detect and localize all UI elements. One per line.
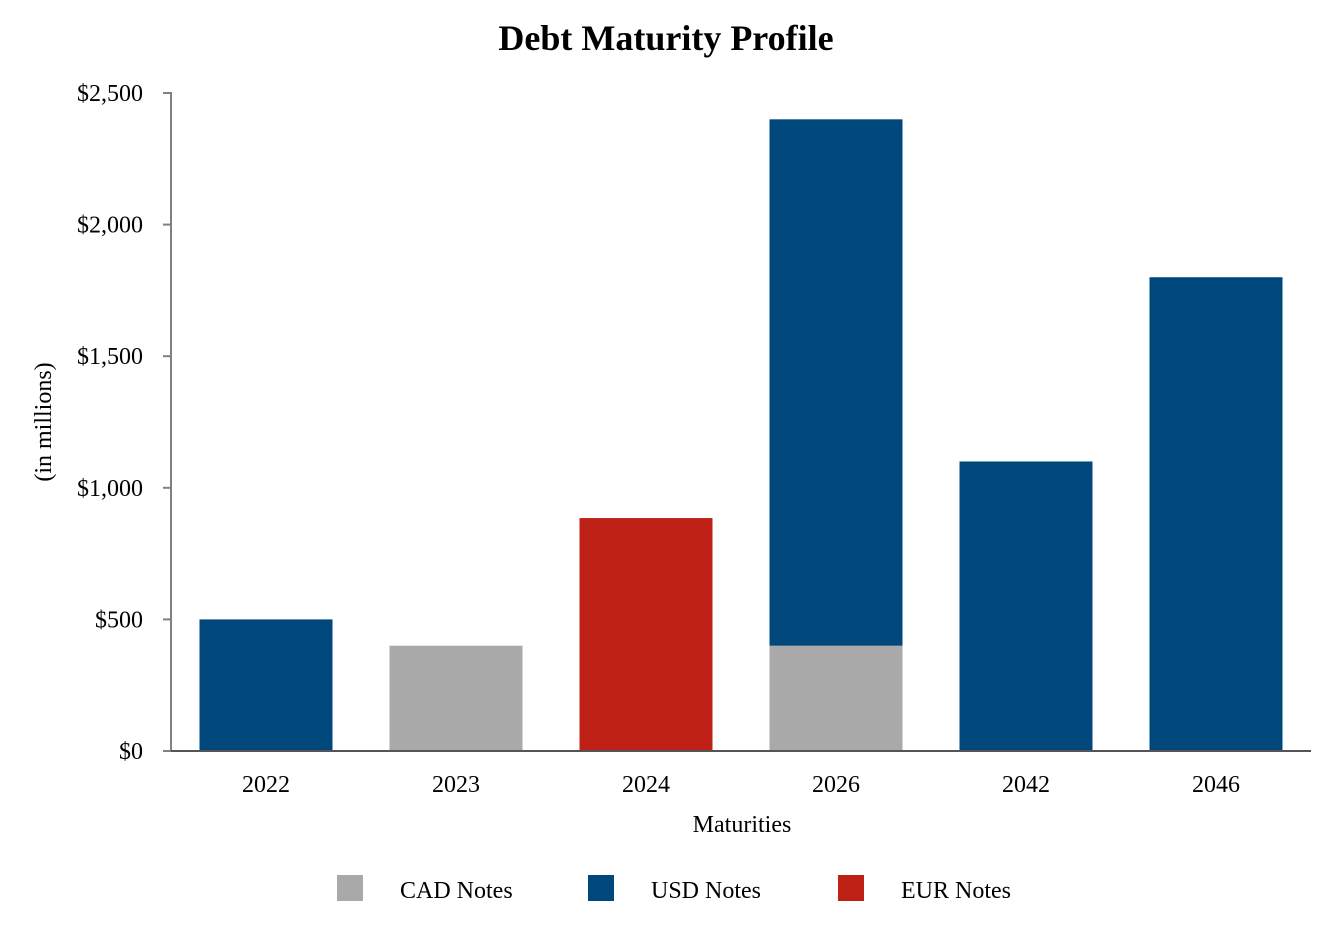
x-tick-label: 2024 xyxy=(622,772,670,798)
legend-swatch xyxy=(337,875,363,901)
y-tick-label: $500 xyxy=(95,607,143,633)
x-ticks: 2022 2023 2024 2026 2042 2046 xyxy=(242,772,1240,798)
y-tick-label: $2,000 xyxy=(77,213,143,239)
x-tick-label: 2026 xyxy=(812,772,860,798)
bar-2026-series-1 xyxy=(769,119,903,646)
y-tick-label: $0 xyxy=(119,739,143,765)
bar-2046-series-1 xyxy=(1149,277,1283,751)
bar-2024-series-2 xyxy=(579,518,713,751)
legend: CAD Notes USD Notes EUR Notes xyxy=(337,875,1011,904)
bar-2023-series-0 xyxy=(389,645,523,751)
x-tick-label: 2022 xyxy=(242,772,290,798)
x-tick-label: 2023 xyxy=(432,772,480,798)
chart-title: Debt Maturity Profile xyxy=(498,18,833,58)
x-tick-label: 2046 xyxy=(1192,772,1240,798)
bar-2042-series-1 xyxy=(959,461,1093,751)
x-axis-label: Maturities xyxy=(693,812,792,838)
bar-2026-series-0 xyxy=(769,645,903,751)
legend-label: CAD Notes xyxy=(400,878,513,904)
y-ticks: $0 $500 $1,000 $1,500 $2,000 $2,500 xyxy=(77,81,171,765)
y-tick-label: $2,500 xyxy=(77,81,143,107)
legend-label: USD Notes xyxy=(651,878,761,904)
y-tick-label: $1,000 xyxy=(77,476,143,502)
legend-swatch xyxy=(838,875,864,901)
x-tick-label: 2042 xyxy=(1002,772,1050,798)
legend-swatch xyxy=(588,875,614,901)
y-axis-label: (in millions) xyxy=(31,362,57,481)
bar-2022-series-1 xyxy=(199,619,333,751)
bars-layer xyxy=(199,119,1283,751)
axes-layer xyxy=(170,92,1311,752)
legend-label: EUR Notes xyxy=(901,878,1011,904)
y-tick-label: $1,500 xyxy=(77,344,143,370)
